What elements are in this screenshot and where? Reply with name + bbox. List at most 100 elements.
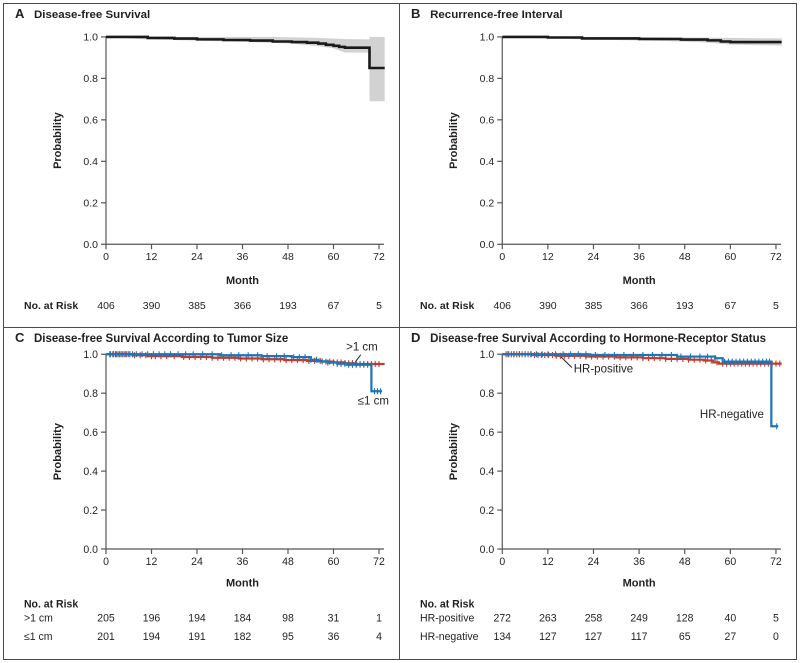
x-tick-label: 0: [499, 252, 505, 263]
x-tick-label: 24: [191, 252, 203, 263]
risk-value: 263: [539, 613, 557, 625]
risk-value: 184: [234, 613, 252, 625]
risk-value: 127: [539, 631, 557, 643]
y-tick-label: 0.2: [480, 199, 495, 210]
panel-b-svg: 1.0 0.8 0.6 0.4 0.2 0.0 0 12 24 36 48 60 72 Month Prob…: [411, 6, 782, 312]
panel-c-dfs-tumor-size: 1.0 0.8 0.6 0.4 0.2 0.0 0 12 24 36 48 60 72 Month Prob…: [4, 328, 400, 659]
risk-value: 5: [773, 301, 779, 312]
y-tick-label: 1.0: [83, 349, 98, 361]
risk-row-label: ≤1 cm: [24, 631, 53, 643]
panel-b-recurrence-free-interval: 1.0 0.8 0.6 0.4 0.2 0.0 0 12 24 36 48 60 72 Month Prob…: [400, 4, 796, 328]
series-label: >1 cm: [346, 342, 378, 354]
x-tick-label: 36: [633, 252, 645, 263]
annotation-leader: [355, 354, 362, 362]
panel-letter: D: [411, 330, 420, 345]
y-tick-label: 0.4: [83, 466, 98, 478]
risk-table-header: No. at Risk: [24, 598, 78, 610]
panel-c-svg: 1.0 0.8 0.6 0.4 0.2 0.0 0 12 24 36 48 60 72 Month Prob…: [15, 330, 389, 643]
risk-value: 194: [143, 631, 161, 643]
x-tick-label: 0: [499, 556, 505, 568]
risk-value: 249: [630, 613, 648, 625]
series-label: HR-positive: [574, 364, 633, 376]
risk-value: 193: [676, 301, 694, 312]
risk-value: 196: [143, 613, 161, 625]
x-axis-label: Month: [226, 275, 259, 287]
y-tick-label: 0.0: [480, 240, 495, 251]
risk-value: 366: [630, 301, 648, 312]
annotation-leader: [560, 356, 573, 368]
x-tick-label: 36: [237, 252, 249, 263]
y-tick-label: 0.2: [83, 199, 98, 210]
censor-ticks-tumor-le-1cm: [110, 351, 382, 395]
series-label: HR-negative: [700, 409, 764, 421]
x-tick-label: 60: [724, 252, 736, 263]
panel-a-axes: [101, 36, 384, 250]
x-tick-label: 60: [328, 252, 340, 263]
panel-b-ci-band: [502, 36, 782, 46]
panel-a-svg: 1.0 0.8 0.6 0.4 0.2 0.0 0 12 24 36 48 60 72 Month Prob…: [15, 6, 385, 312]
x-tick-label: 72: [373, 252, 385, 263]
y-tick-label: 1.0: [480, 33, 495, 44]
y-tick-label: 0.2: [83, 505, 98, 517]
x-tick-label: 48: [679, 252, 691, 263]
panel-c-risk-table: No. at Risk >1 cm 205 196 194 184 98 31 1 ≤1 cm 20…: [24, 598, 382, 642]
risk-value: 127: [585, 631, 603, 643]
y-tick-label: 1.0: [83, 33, 98, 44]
risk-value: 194: [188, 613, 206, 625]
x-tick-label: 48: [282, 556, 294, 568]
risk-table-header: No. at Risk: [420, 301, 475, 312]
censor-ticks-hr-negative: [507, 351, 778, 430]
risk-value: 4: [376, 631, 382, 643]
y-tick-label: 0.0: [480, 544, 495, 556]
x-axis-label: Month: [623, 275, 656, 287]
y-tick-label: 0.8: [480, 388, 495, 400]
risk-value: 390: [143, 301, 161, 312]
x-tick-label: 12: [542, 556, 554, 568]
panel-a-disease-free-survival: 1.0 0.8 0.6 0.4 0.2 0.0 0 12 24 36 48 60 72 Month Prob…: [4, 4, 400, 328]
x-tick-label: 72: [373, 556, 385, 568]
risk-value: 5: [376, 301, 382, 312]
y-tick-label: 0.6: [83, 116, 98, 127]
risk-value: 406: [97, 301, 115, 312]
x-tick-label: 36: [633, 556, 645, 568]
risk-value: 27: [724, 631, 736, 643]
risk-value: 182: [234, 631, 252, 643]
risk-value: 0: [773, 631, 779, 643]
risk-table-header: No. at Risk: [420, 599, 474, 611]
risk-value: 5: [773, 613, 779, 625]
risk-value: 134: [493, 631, 511, 643]
panel-d-risk-table: No. at Risk HR-positive 272 263 258 249 128 40 5…: [420, 599, 779, 643]
y-tick-label: 0.0: [83, 240, 98, 251]
panel-letter: C: [15, 330, 25, 345]
risk-value: 201: [97, 631, 115, 643]
panel-title: Recurrence-free Interval: [430, 9, 563, 21]
y-tick-label: 0.4: [480, 157, 495, 168]
risk-value: 366: [234, 301, 252, 312]
risk-value: 385: [585, 301, 603, 312]
panel-b-risk-table: No. at Risk 406 390 385 366 193 67 5: [420, 301, 779, 312]
y-tick-label: 0.4: [83, 157, 98, 168]
risk-row-label: HR-negative: [420, 631, 479, 643]
y-tick-label: 0.8: [83, 74, 98, 85]
curve-recurrence-free-interval: [502, 35, 782, 44]
panel-letter: A: [15, 6, 25, 21]
km-figure: 1.0 0.8 0.6 0.4 0.2 0.0 0 12 24 36 48 60 72 Month Prob…: [3, 3, 797, 660]
risk-value: 406: [493, 301, 511, 312]
x-axis-label: Month: [226, 577, 259, 589]
x-tick-label: 12: [542, 252, 554, 263]
panel-a-ci-band: [106, 36, 385, 102]
risk-value: 272: [493, 613, 511, 625]
y-tick-label: 0.0: [83, 544, 98, 556]
risk-row-label: >1 cm: [24, 613, 53, 625]
curve-tumor-le-1cm: [106, 353, 382, 393]
y-tick-label: 0.4: [480, 466, 495, 478]
x-tick-label: 36: [237, 556, 249, 568]
risk-value: 36: [328, 631, 340, 643]
panel-d-svg: 1.0 0.8 0.6 0.4 0.2 0.0 0 12 24 36 48 60 72 Month Prob…: [411, 330, 782, 643]
risk-value: 1: [376, 613, 382, 625]
x-tick-label: 0: [103, 556, 109, 568]
risk-value: 128: [676, 613, 694, 625]
y-tick-label: 0.8: [480, 74, 495, 85]
risk-value: 205: [97, 613, 115, 625]
y-axis-label: Probability: [448, 422, 460, 480]
